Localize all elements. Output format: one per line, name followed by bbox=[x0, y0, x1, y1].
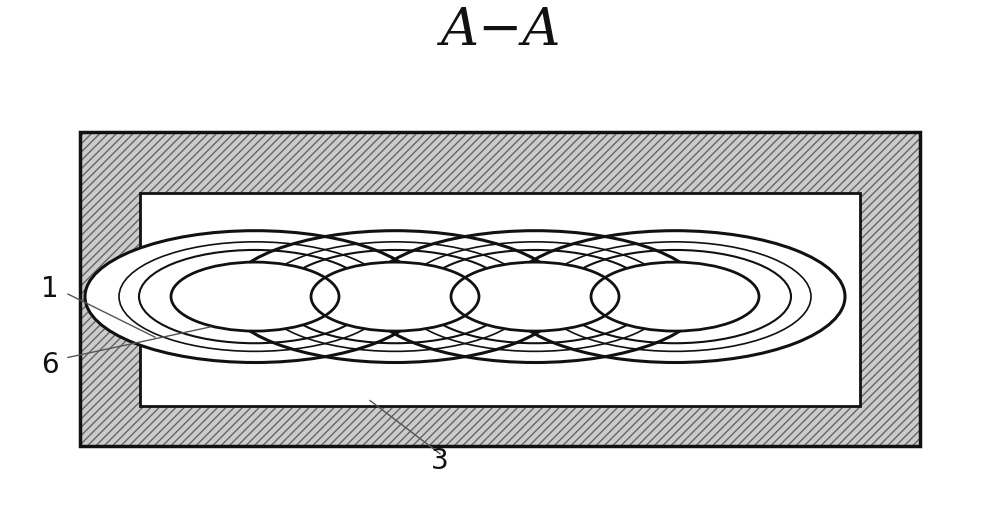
Text: 1: 1 bbox=[41, 275, 59, 303]
Ellipse shape bbox=[591, 262, 759, 331]
Bar bbox=[80, 132, 920, 446]
Ellipse shape bbox=[85, 231, 425, 363]
Ellipse shape bbox=[505, 231, 845, 363]
Text: 3: 3 bbox=[431, 447, 449, 476]
Ellipse shape bbox=[451, 262, 619, 331]
Ellipse shape bbox=[365, 231, 705, 363]
Text: A−A: A−A bbox=[440, 5, 560, 56]
Bar bbox=[80, 132, 920, 446]
Ellipse shape bbox=[225, 231, 565, 363]
Text: 6: 6 bbox=[41, 351, 59, 379]
Ellipse shape bbox=[171, 262, 339, 331]
Bar bbox=[140, 193, 860, 406]
Ellipse shape bbox=[311, 262, 479, 331]
Bar bbox=[80, 132, 920, 446]
